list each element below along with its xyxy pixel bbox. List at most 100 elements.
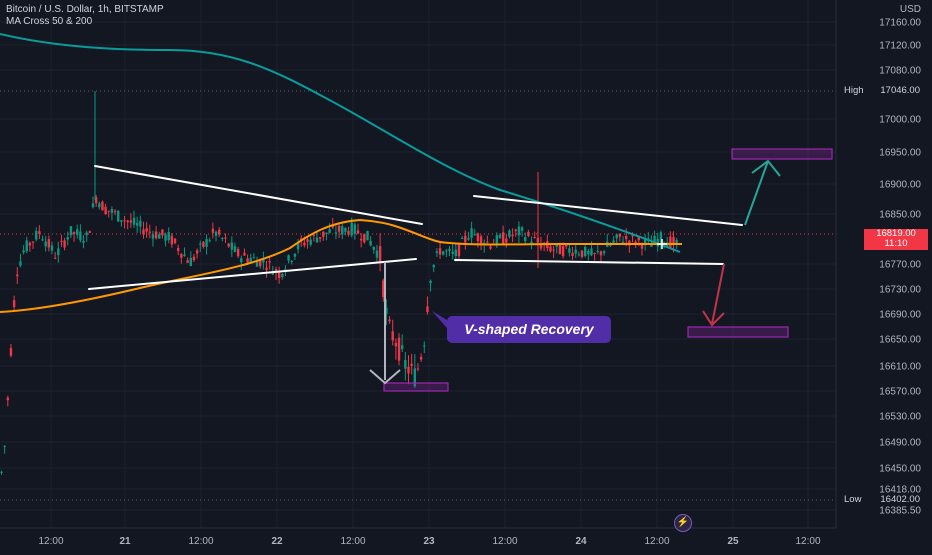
candle-body [312, 234, 316, 236]
candle-body [410, 363, 413, 366]
candle-body [347, 230, 350, 235]
candle-body [672, 236, 675, 246]
candle-body [107, 210, 110, 212]
candle-body [126, 220, 129, 223]
price-tick-label: 16730.00 [879, 285, 921, 296]
currency-label: USD [900, 4, 921, 15]
candle-body [397, 337, 401, 361]
pennant-upper-line [473, 195, 743, 226]
candle-body [41, 239, 44, 241]
candle-body [195, 250, 199, 254]
candle-body [571, 252, 574, 256]
candle-body [94, 197, 98, 204]
candle-body [145, 228, 148, 232]
candle-body [587, 250, 590, 255]
candle-body [530, 241, 533, 244]
candle-body [233, 246, 237, 252]
candle-body [615, 234, 618, 239]
price-tick-label: 16450.00 [879, 464, 921, 475]
high-value: 17046.00 [880, 85, 920, 96]
candle-body [549, 246, 552, 252]
candle-body [404, 360, 407, 369]
candle-body [669, 236, 672, 248]
candle-body [524, 237, 527, 242]
candle-body [457, 243, 461, 257]
time-tick-label: 21 [119, 536, 131, 547]
candle-body [164, 234, 167, 241]
candle-body [211, 228, 215, 233]
candle-body [123, 220, 126, 222]
candle-body [331, 225, 334, 228]
price-tick-label: 16610.00 [879, 362, 921, 373]
wedge-lower-line [88, 258, 417, 290]
candle-body [199, 243, 202, 245]
price-tick-label: 17000.00 [879, 115, 921, 126]
candle-body [341, 226, 344, 235]
candle-body [192, 256, 196, 261]
candle-body [318, 237, 322, 239]
lightning-icon[interactable]: ⚡ [674, 514, 692, 532]
candle-body [22, 250, 25, 253]
candle-body [240, 258, 243, 263]
candle-body [31, 241, 35, 243]
candle-body [577, 254, 581, 256]
candle-body [647, 238, 650, 240]
candle-body [249, 258, 252, 262]
indicator-title[interactable]: MA Cross 50 & 200 [6, 16, 93, 27]
low-label: Low [844, 494, 862, 505]
candle-body [135, 222, 139, 226]
candle-body [558, 243, 562, 255]
price-tick-label: 16570.00 [879, 387, 921, 398]
candle-body [44, 241, 47, 247]
price-tick-label: 17160.00 [879, 18, 921, 29]
candle-body [208, 240, 211, 242]
ma-fast-line [0, 218, 682, 313]
candle-body [419, 356, 423, 360]
time-tick-label: 12:00 [492, 536, 517, 547]
symbol-title[interactable]: Bitcoin / U.S. Dollar, 1h, BITSTAMP [6, 4, 164, 15]
candle-body [287, 255, 290, 261]
price-tick-label: 16770.00 [879, 260, 921, 271]
candle-body [180, 253, 183, 258]
candle-body [385, 307, 388, 314]
candle-body [602, 251, 606, 254]
candle-body [57, 248, 60, 256]
candle-body [202, 241, 205, 247]
candle-body [82, 240, 85, 243]
candle-body [189, 257, 192, 266]
candle-body [470, 228, 473, 238]
candle-body [290, 261, 293, 263]
candle-body [366, 230, 369, 241]
time-tick-label: 23 [423, 536, 435, 547]
candle-body [281, 273, 284, 278]
candle-body [255, 260, 259, 267]
candle-body [621, 241, 625, 244]
candle-body [517, 226, 521, 236]
candle-body [63, 240, 66, 248]
candle-body [511, 234, 514, 236]
target-zone-up [731, 148, 833, 160]
price-tick-label: 17080.00 [879, 66, 921, 77]
candle-body [268, 261, 271, 263]
candle-body [363, 233, 366, 243]
candle-body [505, 238, 508, 243]
candle-body [85, 232, 88, 236]
candle-body [259, 259, 262, 267]
candle-body [50, 245, 54, 251]
candle-body [117, 210, 120, 222]
candle-body [221, 238, 224, 240]
candle-body [432, 264, 435, 268]
candle-body [514, 229, 517, 231]
candle-body [25, 240, 28, 252]
candle-body [161, 229, 164, 236]
candle-body [72, 232, 76, 234]
candle-body [148, 231, 151, 233]
candle-body [53, 257, 57, 259]
candle-body [35, 231, 38, 240]
candle-body [508, 230, 511, 237]
candle-body [552, 249, 555, 251]
candle-body [334, 232, 338, 234]
v-recovery-label[interactable]: V-shaped Recovery [447, 316, 611, 343]
